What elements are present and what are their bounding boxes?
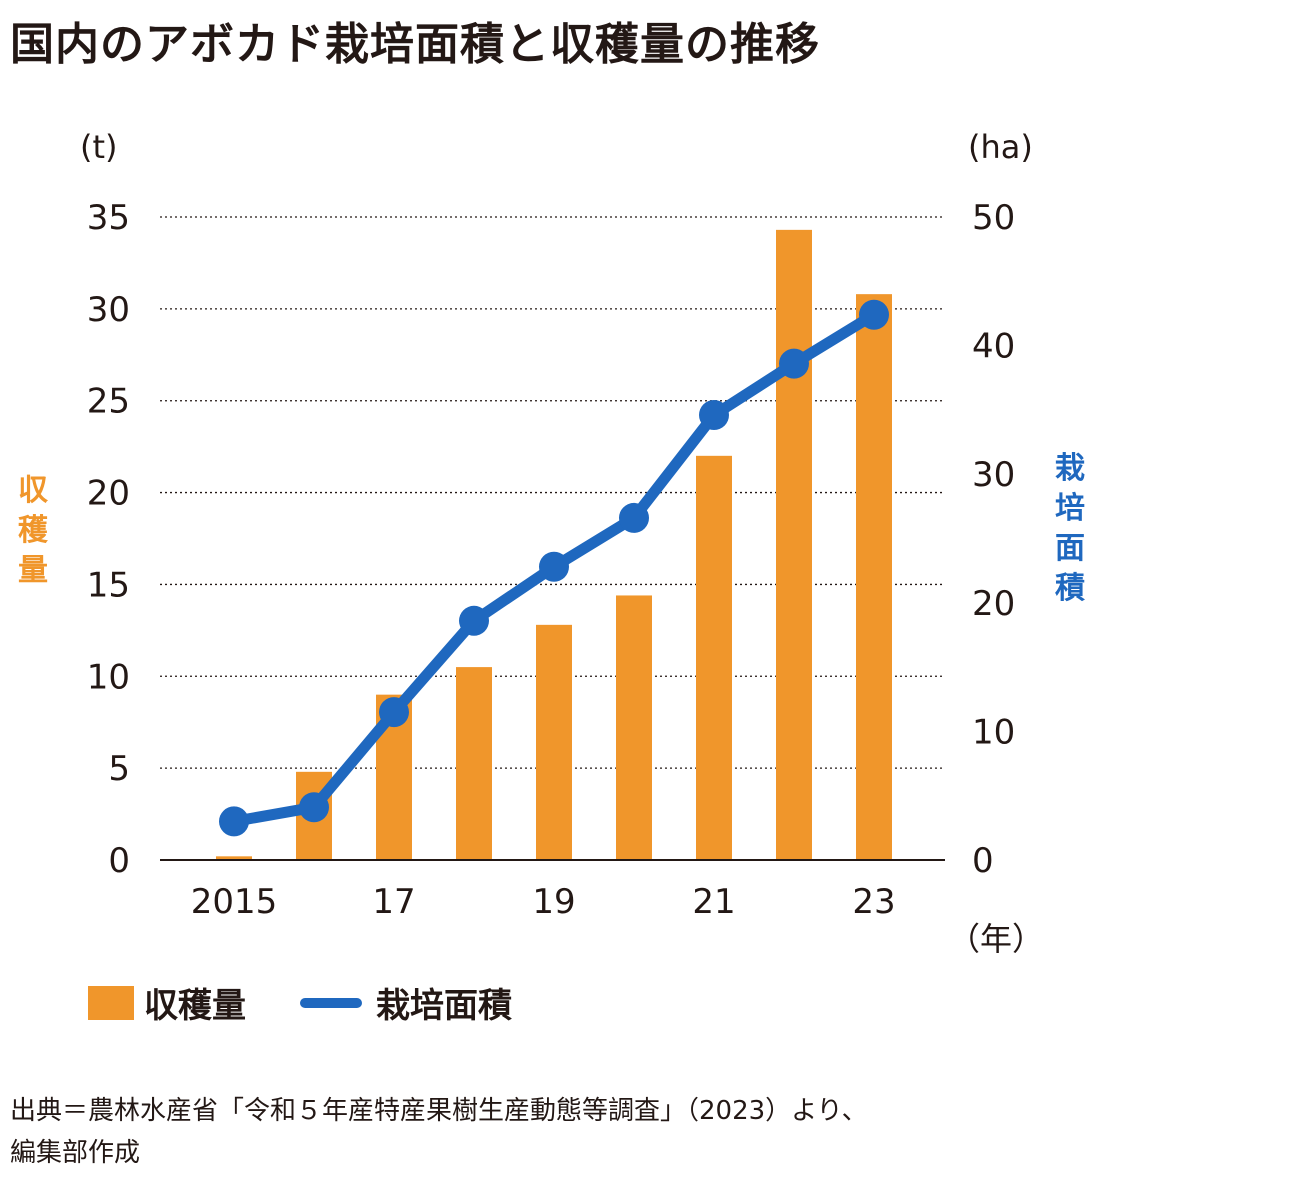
left-tick-label: 0 (108, 841, 130, 881)
right-axis-title-char: 積 (1055, 571, 1085, 606)
x-tick-label: 21 (692, 882, 735, 922)
bar (696, 455, 732, 860)
right-axis-title-char: 培 (1055, 491, 1085, 526)
right-axis-title-char: 栽 (1055, 451, 1085, 486)
line-area (219, 299, 889, 837)
left-tick-label: 10 (87, 657, 130, 697)
x-tick-label: 23 (852, 882, 895, 922)
left-tick-label: 30 (87, 290, 130, 330)
right-tick-label: 50 (972, 198, 1015, 238)
left-axis-title-char: 量 (18, 553, 48, 588)
left-tick-label: 15 (87, 565, 130, 605)
left-tick-label: 20 (87, 474, 130, 514)
legend-line-swatch (300, 997, 362, 1008)
line-point (539, 551, 569, 582)
right-tick-label: 10 (972, 712, 1015, 752)
line-point (219, 806, 249, 837)
left-tick-label: 5 (108, 749, 130, 789)
x-tick-label: 2015 (191, 882, 278, 922)
bar (456, 667, 492, 860)
bar (616, 595, 652, 860)
bar (776, 229, 812, 861)
axis-labels: 0 5 10 15 20 25 30 35 0 10 20 30 40 50 (t) (ha) （年） 収穫量 栽培… (18, 128, 1085, 958)
right-axis-title-char: 面 (1055, 531, 1085, 566)
line-point (779, 348, 809, 379)
line-point (299, 792, 329, 823)
line-point (699, 400, 729, 431)
x-tick-label: 17 (372, 882, 415, 922)
combo-chart: 0 5 10 15 20 25 30 35 0 10 20 30 40 50 (t) (ha) （年） 収穫量 栽培… (18, 128, 1085, 958)
line-point (459, 605, 489, 636)
legend-bar-swatch (88, 985, 134, 1020)
gridlines (160, 216, 945, 769)
left-tick-label: 35 (87, 198, 130, 238)
right-tick-label: 40 (972, 327, 1015, 367)
left-tick-label: 25 (87, 382, 130, 422)
bar (536, 624, 572, 860)
bar (216, 856, 252, 860)
bars-harvest (216, 229, 892, 861)
left-axis-unit: (t) (80, 128, 118, 166)
right-tick-label: 0 (972, 841, 994, 881)
bar (856, 294, 892, 860)
chart-title: 国内のアボカド栽培面積と収穫量の推移 (10, 19, 820, 70)
legend-harvest-label: 収穫量 (144, 986, 246, 1026)
left-axis-title-char: 収 (18, 473, 49, 508)
line-point (379, 697, 409, 728)
legend-harvest: 収穫量 (88, 978, 246, 1027)
left-axis-title-char: 穫 (18, 513, 48, 548)
legend-area: 栽培面積 (300, 978, 512, 1027)
right-tick-label: 30 (972, 455, 1015, 495)
right-tick-label: 20 (972, 584, 1015, 624)
x-axis-unit: （年） (948, 920, 1044, 958)
x-tick-label: 19 (532, 882, 575, 922)
line-point (859, 299, 889, 330)
line-point (619, 502, 649, 533)
legend-area-label: 栽培面積 (376, 986, 512, 1026)
right-axis-unit: (ha) (968, 128, 1033, 166)
source-note: 出典＝農林水産省「令和５年産特産果樹生産動態等調査」（2023）より、 編集部作… (10, 1096, 868, 1168)
